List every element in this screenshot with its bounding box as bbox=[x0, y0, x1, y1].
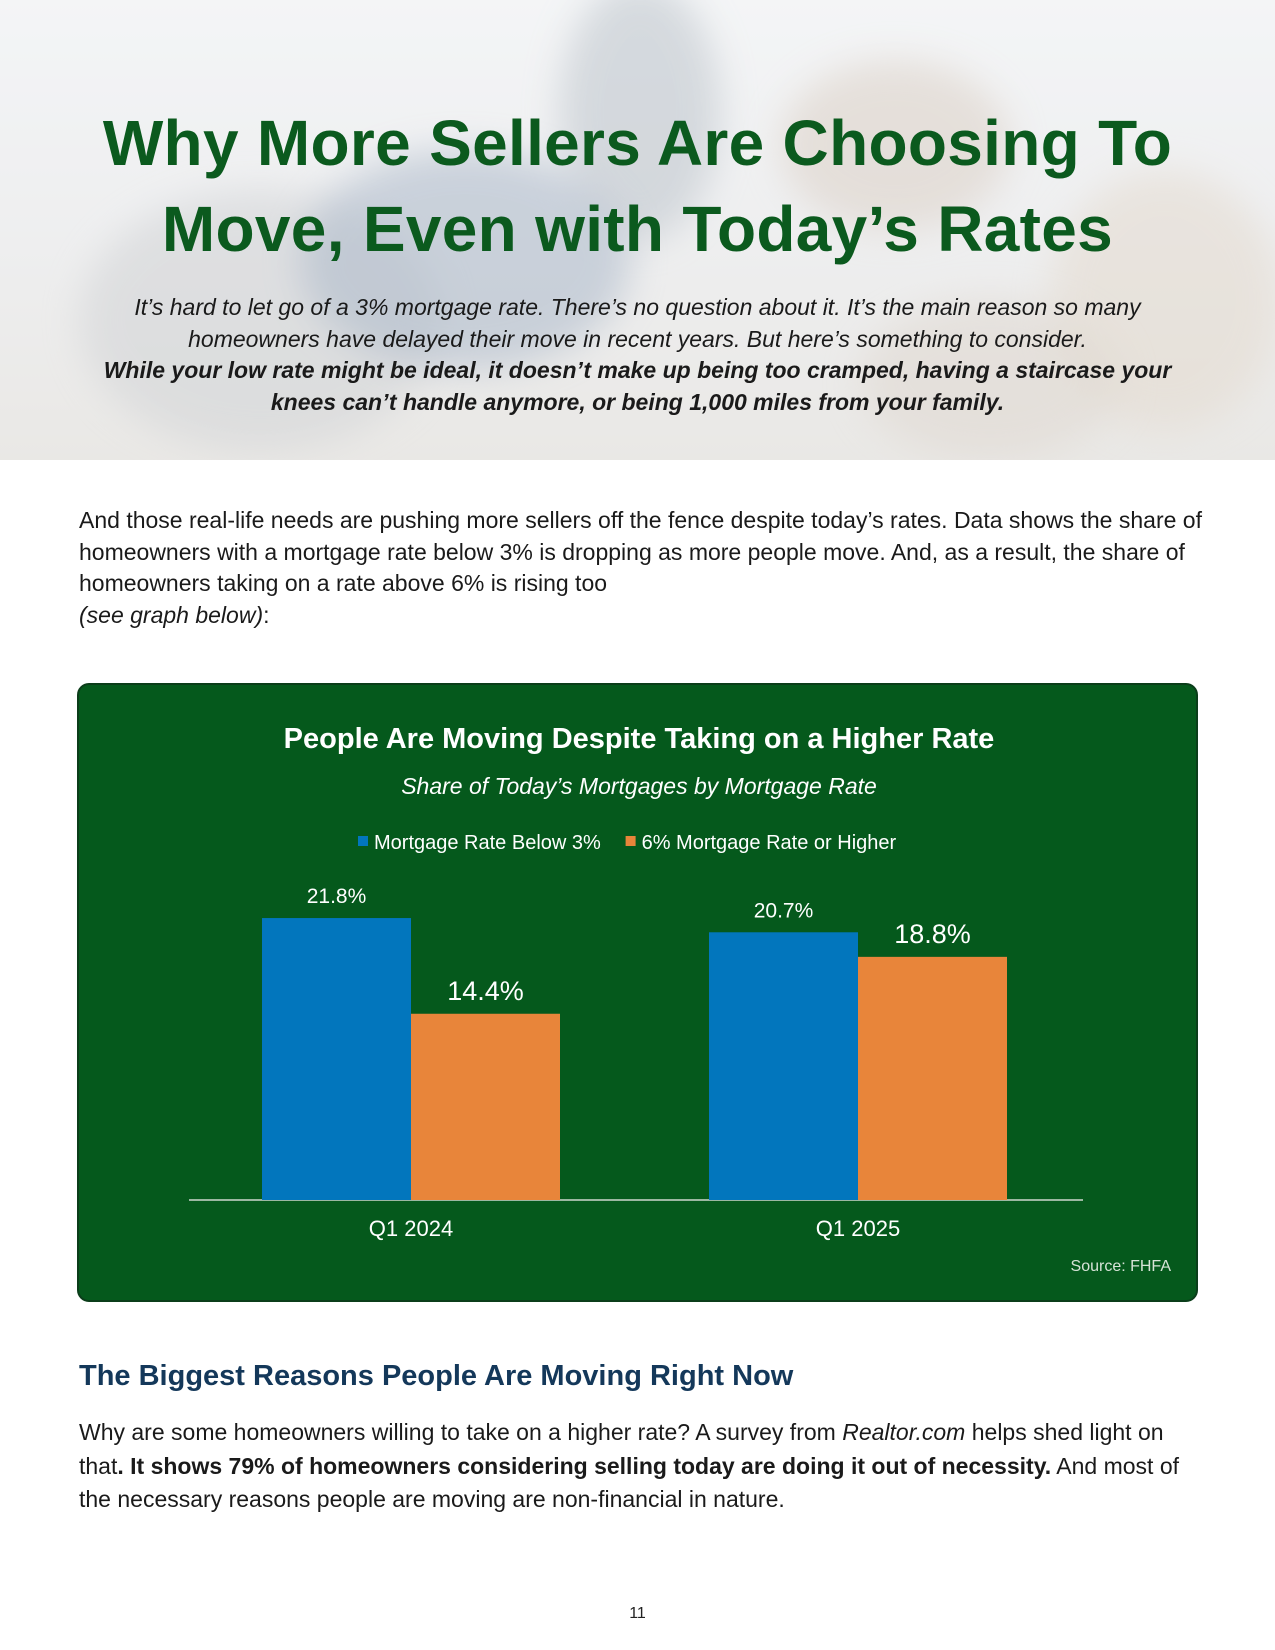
data-label-1-2: 20.7% bbox=[754, 899, 814, 922]
bar-chart: People Are Moving Despite Taking on a Hi… bbox=[189, 723, 1172, 1275]
bar-2-2 bbox=[858, 956, 1007, 1200]
body-paragraph-end: : bbox=[263, 601, 270, 628]
data-label-1-1: 21.8% bbox=[307, 885, 367, 908]
body-paragraph: And those real-life needs are pushing mo… bbox=[79, 505, 1209, 631]
category-label-1: Q1 2024 bbox=[369, 1216, 453, 1241]
page-number: 11 bbox=[629, 1605, 646, 1622]
legend-label-2: 6% Mortgage Rate or Higher bbox=[642, 832, 897, 854]
body-paragraph-italic: (see graph below) bbox=[79, 601, 264, 628]
legend-swatch-1 bbox=[358, 836, 368, 846]
chart-card: People Are Moving Despite Taking on a Hi… bbox=[77, 683, 1198, 1302]
section-paragraph: Why are some homeowners willing to take … bbox=[79, 1416, 1209, 1517]
bar-1-1 bbox=[262, 918, 411, 1200]
data-label-2-2: 18.8% bbox=[894, 919, 971, 949]
chart-source: Source: FHFA bbox=[1071, 1258, 1172, 1275]
intro-italic: It’s hard to let go of a 3% mortgage rat… bbox=[134, 294, 1141, 352]
section-paragraph-mid: helps shed light on that bbox=[79, 1419, 1164, 1479]
page-title-line-1: Why More Sellers Are Choosing To bbox=[102, 107, 1173, 179]
bar-1-2 bbox=[709, 932, 858, 1200]
section-paragraph-bold: . It shows 79% of homeowners considering… bbox=[117, 1452, 1052, 1479]
page-title: Why More Sellers Are Choosing To Move, E… bbox=[40, 100, 1235, 272]
section-heading: The Biggest Reasons People Are Moving Ri… bbox=[79, 1360, 794, 1392]
section-paragraph-end: And most of the necessary reasons people… bbox=[79, 1452, 1180, 1513]
bar-2-1 bbox=[411, 1013, 560, 1200]
page-title-line-2: Move, Even with Today’s Rates bbox=[161, 193, 1114, 265]
hero-banner bbox=[0, 0, 1275, 460]
realtor-link-text: Realtor.com bbox=[842, 1419, 966, 1445]
chart-subtitle: Share of Today’s Mortgages by Mortgage R… bbox=[401, 773, 877, 799]
data-label-2-1: 14.4% bbox=[447, 976, 524, 1006]
legend-label-1: Mortgage Rate Below 3% bbox=[374, 832, 601, 854]
body-paragraph-text: And those real-life needs are pushing mo… bbox=[79, 507, 1202, 596]
section-paragraph-start: Why are some homeowners willing to take … bbox=[79, 1419, 843, 1445]
chart-title: People Are Moving Despite Taking on a Hi… bbox=[284, 723, 995, 755]
category-label-2: Q1 2025 bbox=[816, 1216, 900, 1241]
legend-swatch-2 bbox=[625, 836, 636, 846]
intro-text: It’s hard to let go of a 3% mortgage rat… bbox=[80, 292, 1195, 418]
intro-bold: While your low rate might be ideal, it d… bbox=[103, 357, 1172, 415]
